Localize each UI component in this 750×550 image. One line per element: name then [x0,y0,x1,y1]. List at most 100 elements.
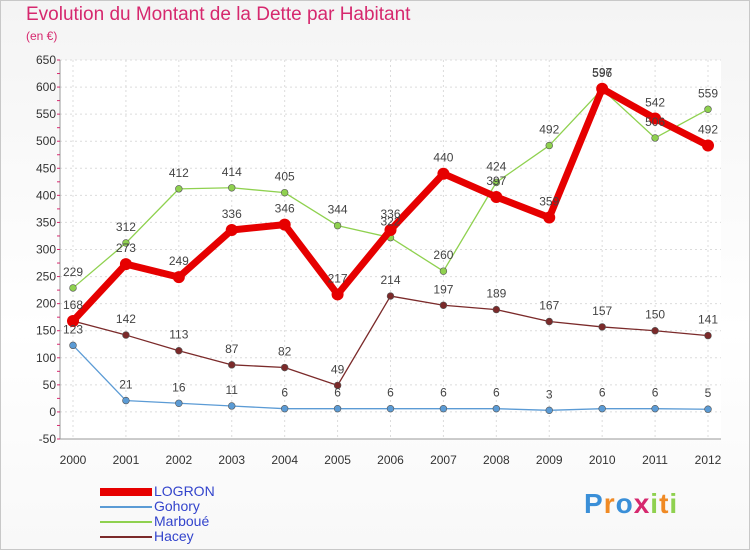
legend-label-marboue: Marboué [154,513,210,529]
data-label-logron: 336 [222,207,242,221]
proxiti-logo: Proxiti [584,488,678,520]
x-tick-label: 2010 [589,453,616,467]
data-label-hacey: 142 [116,312,136,326]
data-point-marboué [280,188,289,197]
data-point-logron [331,288,344,301]
data-label-logron: 249 [169,254,189,268]
data-label-hacey: 150 [645,308,665,322]
y-tick-label: 150 [36,324,56,338]
data-label-gohory: 16 [172,380,186,394]
legend-label-gohory: Gohory [154,498,200,514]
data-label-gohory: 6 [440,386,447,400]
data-point-gohory [386,404,395,413]
data-label-logron: 597 [592,66,612,80]
data-point-logron [119,258,132,271]
data-label-marboué: 414 [222,165,242,179]
data-label-gohory: 6 [599,386,606,400]
data-label-marboué: 492 [539,123,559,137]
x-tick-label: 2009 [536,453,563,467]
data-label-logron: 217 [328,271,348,285]
logo-letter: r [603,488,616,519]
data-label-hacey: 87 [225,342,239,356]
data-label-logron: 397 [486,174,506,188]
data-point-hacey [333,381,342,390]
y-tick-label: 350 [36,215,56,229]
data-point-hacey [492,305,501,314]
data-point-hacey [122,331,130,339]
data-point-marboué [439,267,448,275]
legend-label-logron: LOGRON [154,483,215,499]
x-tick-label: 2008 [483,453,510,467]
x-tick-label: 2006 [377,453,404,467]
data-point-hacey [439,301,448,309]
y-tick-label: 300 [36,243,56,257]
y-tick-label: 650 [36,53,56,67]
data-point-gohory [122,396,130,405]
legend-swatch-gohory [100,506,152,508]
data-point-marboué [122,239,130,247]
data-label-gohory: 6 [281,386,288,400]
x-tick-label: 2011 [642,453,668,467]
data-label-marboué: 312 [116,220,136,234]
data-label-hacey: 157 [592,304,612,318]
data-point-logron [596,82,609,95]
legend-swatch-logron [100,488,152,496]
data-label-hacey: 141 [698,313,718,327]
y-tick-label: 550 [36,107,56,121]
data-label-hacey: 189 [486,287,506,301]
data-point-logron [649,112,662,125]
data-label-marboué: 229 [63,265,83,279]
data-point-marboué [651,134,659,142]
data-label-gohory: 5 [705,386,712,400]
data-label-gohory: 11 [226,383,239,397]
data-label-hacey: 113 [169,328,188,342]
data-point-gohory [598,404,606,413]
y-tick-label: 100 [36,351,56,365]
data-point-hacey [651,327,659,335]
x-tick-label: 2007 [430,453,457,467]
x-tick-label: 2005 [324,453,351,467]
data-point-logron [437,167,450,180]
data-label-gohory: 6 [387,386,394,400]
data-label-logron: 492 [698,123,718,137]
data-point-gohory [545,406,553,415]
data-label-hacey: 49 [331,362,345,376]
logo-letter: x [633,488,651,519]
data-label-gohory: 6 [493,386,500,400]
x-tick-label: 2002 [165,453,192,467]
data-label-marboué: 260 [433,248,453,262]
logo-letter: P [584,488,604,519]
data-label-hacey: 197 [433,282,453,296]
data-label-hacey: 167 [539,299,559,313]
data-point-logron [172,271,185,284]
chart-subtitle: (en €) [26,29,58,43]
y-tick-label: 50 [43,378,57,392]
data-label-gohory: 21 [119,378,133,392]
data-label-gohory: 6 [652,386,659,400]
chart-title: Evolution du Montant de la Dette par Hab… [26,4,411,25]
data-point-marboué [175,185,183,193]
y-tick-label: 200 [36,297,56,311]
data-point-gohory [704,405,712,413]
data-point-gohory [280,404,289,413]
data-label-marboué: 559 [698,86,718,100]
data-point-hacey [386,292,395,300]
data-point-marboué [69,284,77,292]
data-point-logron [225,224,238,237]
y-tick-label: -50 [39,432,57,446]
data-point-marboué [228,184,236,192]
data-point-logron [543,211,556,224]
data-label-marboué: 506 [645,115,665,129]
legend-swatch-hacey [100,536,152,538]
data-label-gohory: 123 [63,322,83,336]
data-label-gohory: 3 [546,387,553,401]
data-label-logron: 168 [63,298,83,312]
data-label-logron: 542 [645,95,665,109]
data-point-marboué [545,141,553,150]
data-label-marboué: 424 [486,159,506,173]
data-point-gohory [651,404,659,413]
y-tick-label: 250 [36,270,56,284]
data-point-hacey [704,331,712,340]
x-tick-label: 2001 [113,453,140,467]
